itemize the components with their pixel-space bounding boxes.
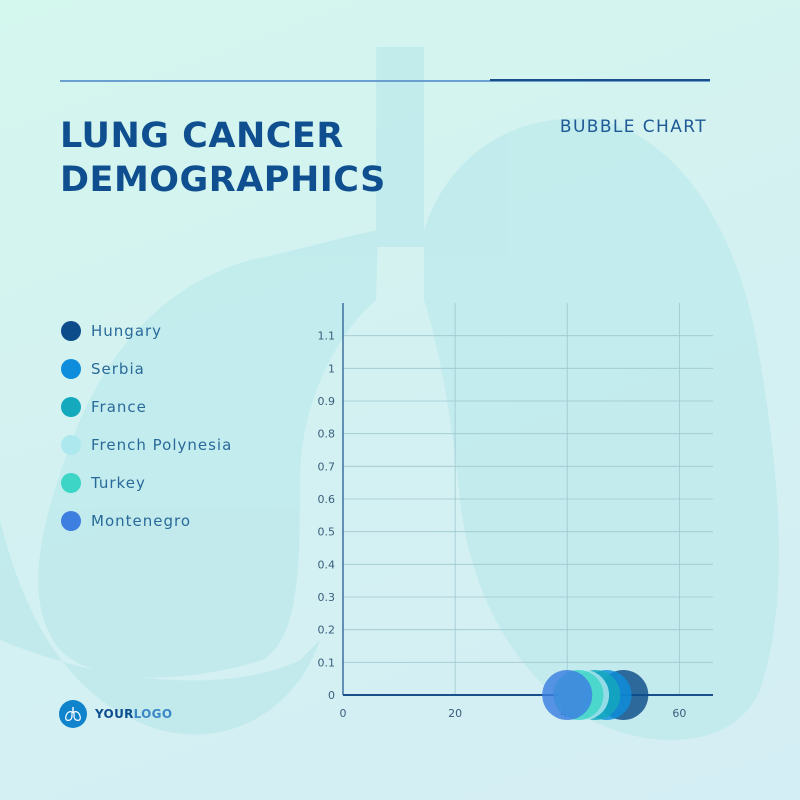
x-tick-label: 0 xyxy=(340,707,347,720)
y-tick-label: 0.7 xyxy=(318,460,336,473)
x-tick-label: 20 xyxy=(448,707,462,720)
legend-label: France xyxy=(91,398,147,416)
legend-item-hungary: Hungary xyxy=(61,306,232,356)
x-tick-label: 60 xyxy=(672,707,686,720)
y-tick-label: 0.3 xyxy=(318,591,336,604)
legend-dot-hungary xyxy=(61,321,81,341)
y-tick-label: 0.2 xyxy=(318,624,336,637)
legend-label: French Polynesia xyxy=(91,436,233,454)
legend-item-france: France xyxy=(61,382,232,432)
y-tick-label: 1.1 xyxy=(318,330,336,343)
legend-label: Turkey xyxy=(91,474,146,492)
legend: Hungary Serbia France French Polynesia T… xyxy=(61,306,232,546)
y-tick-label: 0.8 xyxy=(318,428,336,441)
chart-type-label: BUBBLE CHART xyxy=(559,117,707,137)
legend-dot-turkey xyxy=(61,473,81,493)
legend-label: Hungary xyxy=(91,322,163,340)
top-divider xyxy=(60,80,710,82)
legend-dot-serbia xyxy=(61,359,81,379)
y-tick-label: 0 xyxy=(328,689,335,702)
brand-logo: YOURLOGO xyxy=(59,700,172,728)
top-divider-accent xyxy=(490,79,710,81)
legend-label: Montenegro xyxy=(91,512,192,530)
legend-item-serbia: Serbia xyxy=(61,344,232,394)
y-tick-label: 0.6 xyxy=(318,493,336,506)
legend-dot-france xyxy=(61,397,81,417)
logo-text: YOURLOGO xyxy=(95,707,172,721)
logo-text-light: LOGO xyxy=(133,707,173,721)
legend-item-french-polynesia: French Polynesia xyxy=(61,420,232,470)
page-title: LUNG CANCER DEMOGRAPHICS xyxy=(60,114,386,202)
legend-dot-montenegro xyxy=(61,511,81,531)
y-tick-label: 0.4 xyxy=(318,558,336,571)
legend-item-montenegro: Montenegro xyxy=(61,496,232,546)
legend-label: Serbia xyxy=(91,360,145,378)
title-line-1: LUNG CANCER xyxy=(60,116,344,156)
logo-text-bold: YOUR xyxy=(95,707,134,721)
y-tick-label: 0.5 xyxy=(318,526,336,539)
legend-item-turkey: Turkey xyxy=(61,458,232,508)
y-tick-label: 0.1 xyxy=(318,656,336,669)
bubble-montenegro xyxy=(542,670,593,720)
y-tick-label: 1 xyxy=(328,362,335,375)
title-line-2: DEMOGRAPHICS xyxy=(60,160,386,200)
legend-dot-french-polynesia xyxy=(61,435,81,455)
y-tick-label: 0.9 xyxy=(318,395,336,408)
lungs-icon xyxy=(59,700,87,728)
